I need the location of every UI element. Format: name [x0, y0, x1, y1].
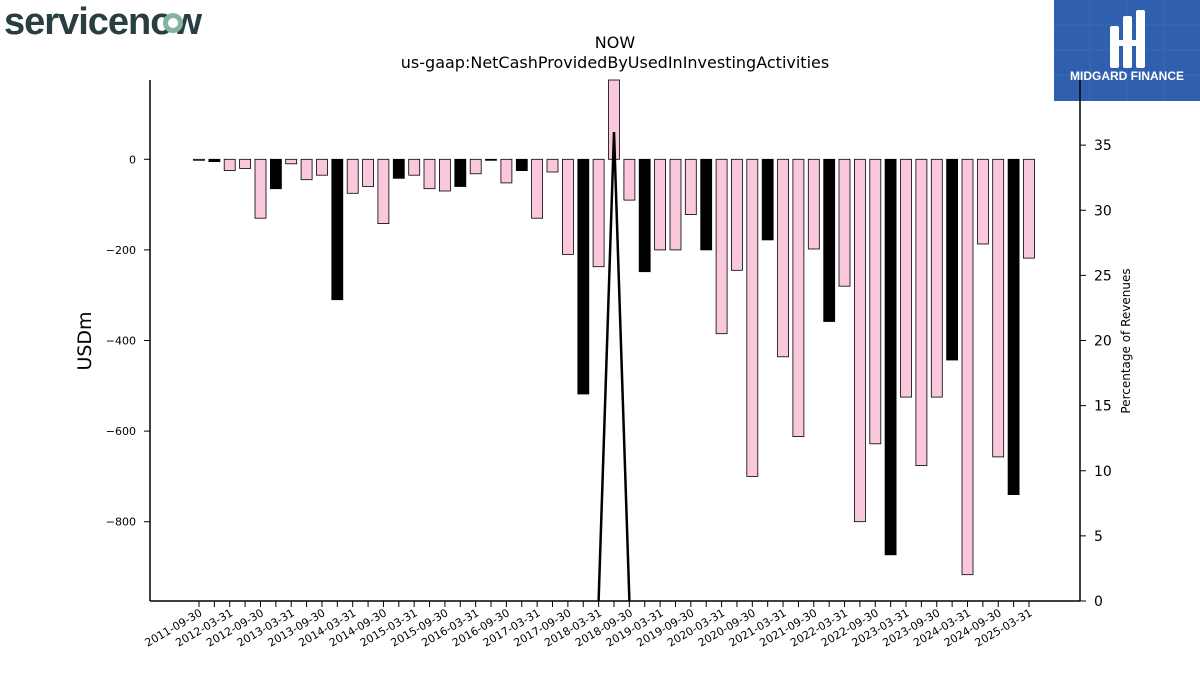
bar-2020-03-31 — [715, 158, 728, 335]
bar-2017-09-30 — [562, 158, 574, 255]
chart-subtitle: us-gaap:NetCashProvidedByUsedInInvesting… — [401, 53, 829, 72]
bar-2024-12-31 — [1007, 158, 1020, 495]
x-axis-ticks: 2011-09-302012-03-312012-09-302013-03-31… — [143, 601, 1035, 650]
bar-2013-09-30 — [316, 158, 328, 176]
bar-2019-12-31 — [700, 158, 713, 251]
midgard-logo-text: MIDGARD FINANCE — [1070, 69, 1184, 83]
bar-2021-09-30 — [807, 158, 820, 250]
y-tick-label: −600 — [106, 425, 136, 438]
y-tick-label: −200 — [106, 244, 136, 257]
bar-2024-03-31 — [961, 158, 974, 576]
bar-2022-03-31 — [838, 158, 851, 287]
bar-2021-12-31 — [823, 158, 836, 322]
bar-2020-12-31 — [761, 158, 774, 241]
bar-2014-06-30 — [362, 158, 375, 187]
bar-2021-03-31 — [777, 158, 789, 358]
bar-2012-09-30 — [254, 158, 267, 219]
bar-2023-09-30 — [930, 158, 943, 398]
bar-2017-06-30 — [546, 158, 559, 173]
bar-2012-12-31 — [269, 158, 282, 190]
bar-2017-12-31 — [577, 158, 590, 395]
bar-2015-09-30 — [438, 158, 451, 192]
bar-2016-12-31 — [515, 158, 528, 172]
y2-tick-label: 10 — [1094, 464, 1112, 480]
y2-tick-label: 35 — [1094, 138, 1112, 154]
bar-2018-03-31 — [592, 158, 605, 268]
y2-tick-label: 20 — [1094, 334, 1112, 350]
bar-2024-06-30 — [977, 158, 989, 245]
bar-2022-12-31 — [884, 158, 897, 556]
bar-2020-09-30 — [746, 158, 759, 477]
y-tick-label: −800 — [106, 516, 136, 529]
bar-2022-09-30 — [869, 158, 882, 445]
bar-2022-06-30 — [854, 158, 866, 523]
bar-2014-12-31 — [392, 158, 405, 179]
bar-2015-06-30 — [423, 158, 436, 190]
bar-2023-12-31 — [946, 158, 958, 361]
bar-2013-06-30 — [300, 158, 313, 181]
bar-2011-12-31 — [208, 158, 221, 163]
percentage-line — [597, 132, 631, 602]
bar-2016-03-31 — [469, 158, 482, 175]
bar-2020-06-30 — [731, 158, 743, 271]
line-group — [597, 132, 631, 602]
servicenow-logo: servicenow — [4, 1, 219, 43]
bar-2018-09-30 — [623, 158, 636, 201]
bar-2014-03-31 — [346, 158, 359, 194]
y2-tick-label: 0 — [1094, 594, 1103, 610]
bar-2012-03-31 — [223, 158, 236, 172]
bar-2015-03-31 — [408, 158, 421, 176]
bar-2021-06-30 — [792, 158, 805, 437]
bar-2023-06-30 — [915, 158, 928, 466]
bar-2023-03-31 — [900, 158, 912, 398]
bar-2018-12-31 — [638, 158, 651, 273]
midgard-finance-logo: MIDGARD FINANCE — [1054, 0, 1200, 101]
bar-2015-12-31 — [454, 158, 467, 187]
bar-2013-12-31 — [331, 158, 344, 301]
bar-2014-09-30 — [377, 158, 390, 225]
y-axis-title: USDm — [74, 311, 96, 370]
bar-group — [193, 79, 1035, 576]
bar-2016-06-30 — [485, 158, 497, 161]
bar-2017-03-31 — [531, 158, 543, 219]
bar-2019-09-30 — [684, 158, 697, 216]
y2-tick-label: 30 — [1094, 203, 1112, 219]
bar-2019-06-30 — [669, 158, 682, 251]
y-axis-ticks: 0 −200 −400 −600 −800 — [106, 153, 150, 529]
y2-tick-label: 5 — [1094, 529, 1103, 545]
bar-2013-03-31 — [285, 158, 298, 165]
bar-2019-03-31 — [654, 158, 666, 251]
bar-2025-03-31 — [1023, 158, 1035, 259]
midgard-emblem-icon — [1110, 10, 1145, 68]
y2-axis-ticks: 0 5 10 15 20 25 30 35 — [1080, 138, 1112, 610]
bar-2011-09-30 — [193, 158, 205, 161]
y-tick-label: −400 — [106, 335, 136, 348]
y2-axis-title: Percentage of Revenues — [1119, 268, 1133, 413]
y-tick-label: 0 — [129, 153, 136, 166]
bar-2024-09-30 — [992, 158, 1005, 458]
y2-tick-label: 25 — [1094, 268, 1112, 284]
chart-title: NOW — [595, 33, 636, 52]
y2-tick-label: 15 — [1094, 399, 1112, 415]
bar-2016-09-30 — [500, 158, 513, 184]
bar-2012-06-30 — [239, 158, 252, 169]
